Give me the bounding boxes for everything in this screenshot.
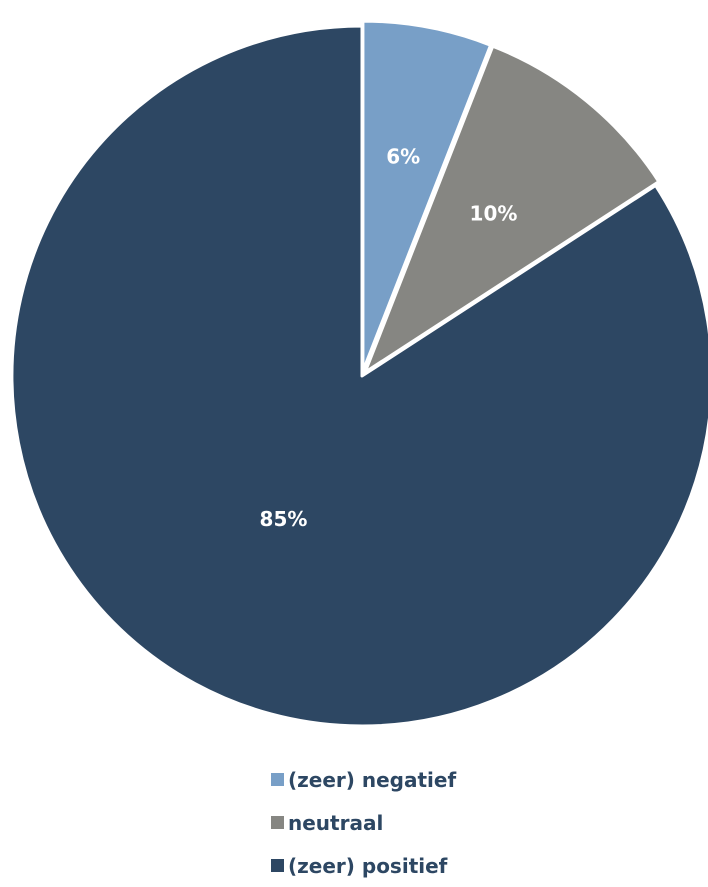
pie-slices xyxy=(10,19,708,728)
data-label-neutraal: 10% xyxy=(470,201,518,225)
legend-item-zeer-negatief: (zeer) negatief xyxy=(271,758,456,801)
pie-slice-labels: 6% 10% 85% xyxy=(260,144,518,531)
pie-slice-zeer-negatief xyxy=(361,19,493,373)
legend-label-neutraal: neutraal xyxy=(288,810,384,835)
data-label-zeer-negatief: 6% xyxy=(386,144,420,168)
legend: (zeer) negatief neutraal (zeer) positief xyxy=(271,758,456,887)
legend-item-neutraal: neutraal xyxy=(271,801,456,844)
pie-slice-zeer-positief xyxy=(10,24,708,728)
legend-item-zeer-positief: (zeer) positief xyxy=(271,844,456,887)
legend-swatch-zeer-positief xyxy=(271,859,284,872)
legend-label-zeer-positief: (zeer) positief xyxy=(288,853,448,878)
data-label-zeer-positief: 85% xyxy=(260,507,308,531)
legend-swatch-zeer-negatief xyxy=(271,773,284,786)
legend-label-zeer-negatief: (zeer) negatief xyxy=(288,767,457,792)
pie-slice-neutraal xyxy=(363,44,661,374)
legend-swatch-neutraal xyxy=(271,816,284,829)
